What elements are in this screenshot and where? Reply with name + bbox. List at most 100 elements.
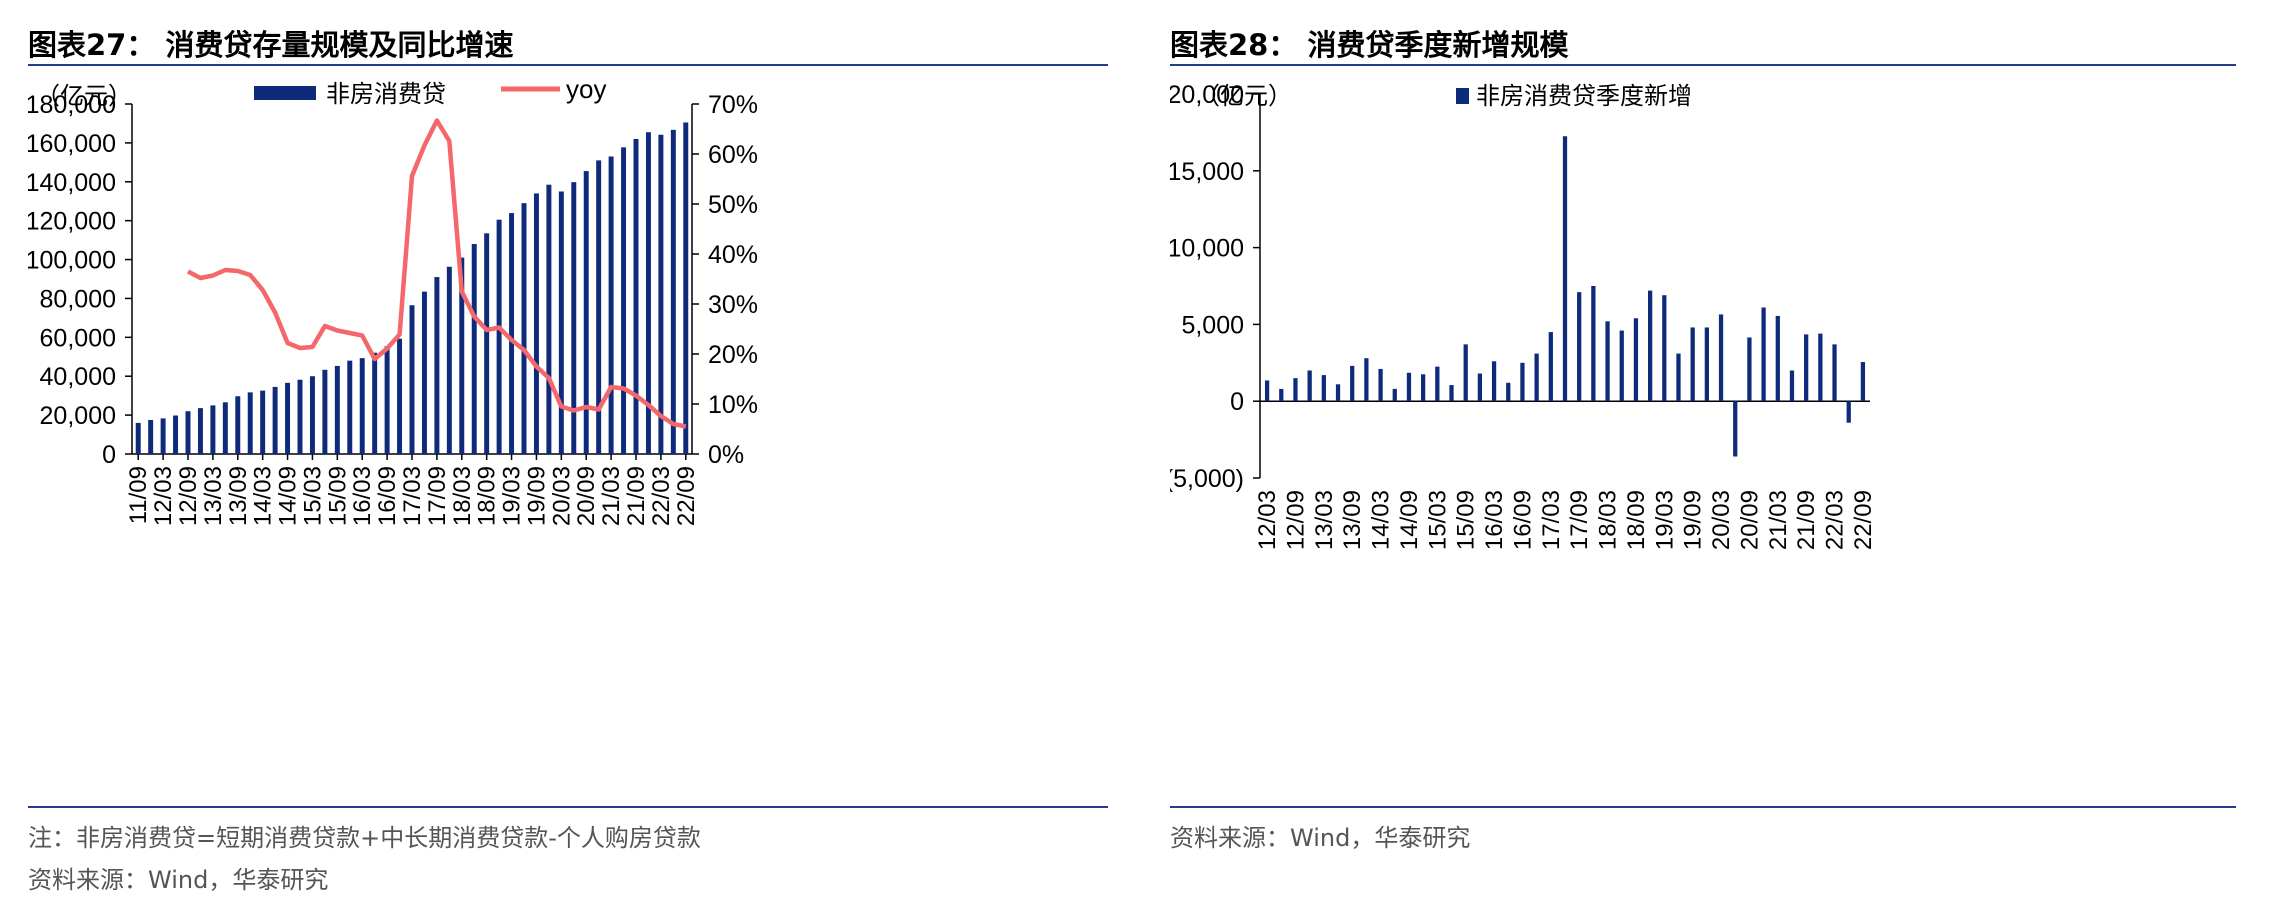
stock-bar [633, 139, 639, 454]
increment-bar [1293, 378, 1298, 402]
right-unit-label: （亿元） [1196, 82, 1292, 110]
x-tick-label: 22/03 [1822, 490, 1849, 550]
x-tick-label: 19/03 [499, 466, 526, 526]
stock-bar [322, 369, 328, 454]
left-y-tick-label: 80,000 [40, 285, 116, 313]
x-tick-label: 19/09 [1680, 490, 1707, 550]
increment-bar [1775, 315, 1780, 402]
x-tick-label: 21/09 [623, 466, 650, 526]
legend-swatch-bar [1456, 88, 1469, 104]
stock-bar [309, 376, 315, 454]
stock-bar [496, 219, 502, 454]
stock-bar [645, 132, 651, 454]
x-tick-label: 17/03 [1538, 490, 1565, 550]
left-y-tick-label: 160,000 [28, 130, 116, 158]
x-tick-label: 21/03 [1765, 490, 1792, 550]
x-tick-label: 13/03 [1311, 490, 1338, 550]
increment-bar [1548, 332, 1553, 402]
stock-bar [260, 390, 266, 454]
x-tick-label: 19/03 [1651, 490, 1678, 550]
increment-bar [1818, 333, 1823, 402]
stock-bar [222, 402, 228, 454]
increment-bar [1335, 384, 1341, 402]
stock-bar [434, 277, 440, 454]
left-y-tick-label: 100,000 [28, 247, 116, 275]
increment-bar [1804, 334, 1809, 402]
increment-bar [1406, 372, 1412, 402]
x-tick-label: 22/09 [673, 466, 700, 526]
increment-bar [1491, 361, 1497, 402]
stock-bar [409, 305, 415, 454]
left-y-tick-label: 0 [102, 441, 116, 469]
stock-bar [583, 171, 589, 454]
increment-bar [1647, 290, 1653, 402]
increment-bar [1477, 373, 1483, 402]
stock-bar [459, 257, 465, 454]
x-tick-label: 21/03 [598, 466, 625, 526]
increment-bar [1463, 344, 1468, 402]
x-tick-label: 14/03 [250, 466, 277, 526]
increment-bar [1718, 314, 1724, 402]
stock-bar [285, 382, 291, 454]
x-tick-label: 22/03 [648, 466, 675, 526]
right-y-tick-label: 0% [708, 441, 744, 469]
right-panel: 图表28： 消费贷季度新增规模 （亿元） (5,000) 0 5,000 10,000… [1170, 0, 2236, 906]
x-tick-label: 22/09 [1850, 490, 1877, 550]
x-tick-label: 13/09 [1339, 490, 1366, 550]
x-tick-label: 18/09 [474, 466, 501, 526]
yoy-line [186, 118, 687, 429]
stock-bar [533, 193, 539, 454]
increment-bar [1364, 358, 1369, 402]
stock-bar [683, 122, 689, 454]
stock-bar [135, 422, 141, 454]
right-y-tick-label: 20% [708, 341, 758, 369]
x-tick-label: 15/09 [1453, 490, 1480, 550]
increment-bar [1690, 327, 1695, 402]
stock-bar [372, 352, 378, 454]
x-tick-label: 18/09 [1623, 490, 1650, 550]
increment-bar [1449, 385, 1454, 402]
x-tick-label: 14/03 [1368, 490, 1395, 550]
right-chart-title: 图表28： 消费贷季度新增规模 [1170, 28, 1569, 62]
increment-bar [1832, 344, 1837, 402]
stock-bar [359, 358, 365, 454]
increment-bar [1704, 327, 1709, 402]
left-y-tick-label: 60,000 [40, 324, 116, 352]
stock-bar [571, 182, 577, 454]
left-note-source: 资料来源：Wind，华泰研究 [28, 866, 329, 894]
increment-bar [1279, 388, 1284, 402]
legend-label-line: yoy [566, 74, 606, 104]
quarterly-chart: （亿元） (5,000) 0 5,000 10,000 15,000 20,000 12/0… [1170, 81, 1877, 550]
increment-bar [1392, 388, 1397, 402]
x-tick-label: 20/03 [1708, 490, 1735, 550]
x-tick-label: 16/09 [374, 466, 401, 526]
x-tick-label: 17/09 [1566, 490, 1593, 550]
stock-bar [471, 244, 477, 454]
left-chart-title: 图表27： 消费贷存量规模及同比增速 [28, 28, 514, 62]
x-tick-label: 21/09 [1793, 490, 1820, 550]
stock-bar [621, 147, 627, 454]
stock-bar [546, 184, 552, 454]
left-y-tick-label: 20,000 [40, 402, 116, 430]
increment-bar [1733, 401, 1738, 457]
right-y-tick-label: 70% [708, 91, 758, 119]
left-panel: 图表27： 消费贷存量规模及同比增速 （亿元） 0 20,000 40,000 60,… [28, 0, 1108, 906]
increment-bar [1789, 370, 1795, 402]
increment-bar [1619, 330, 1624, 402]
increment-bar [1761, 307, 1766, 402]
x-tick-label: 14/09 [1396, 490, 1423, 550]
stock-bar [160, 418, 166, 454]
x-tick-label: 20/09 [1736, 490, 1763, 550]
increment-bar [1747, 337, 1752, 402]
y-tick-label: 15,000 [1170, 158, 1244, 186]
stock-bar [197, 408, 203, 454]
left-y-tick-label: 40,000 [40, 363, 116, 391]
left-note-rule [28, 806, 1108, 808]
stock-bar [297, 379, 303, 454]
y-tick-label: 5,000 [1181, 311, 1244, 339]
right-y-tick-label: 10% [708, 391, 758, 419]
legend-label-bar: 非房消费贷 [326, 80, 446, 108]
stock-bar [173, 415, 179, 454]
stock-bar [521, 203, 527, 454]
stock-bar [397, 338, 403, 454]
